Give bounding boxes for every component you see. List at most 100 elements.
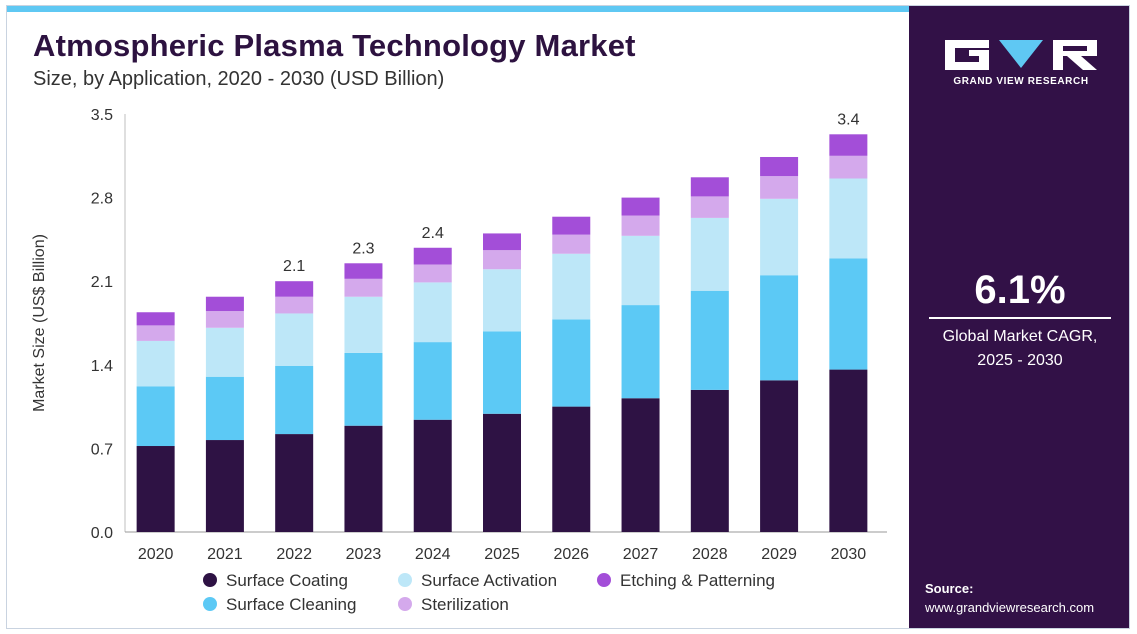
cagr-label: Global Market CAGR, 2025 - 2030: [909, 325, 1129, 373]
x-tick-label: 2027: [623, 546, 659, 563]
bar-surface-coating-2023: [344, 425, 383, 532]
bar-surface-cleaning-2025: [483, 331, 521, 414]
x-tick-label: 2026: [553, 546, 589, 563]
total-label-2023: 2.3: [352, 240, 374, 257]
bar-etching-and-patterning-2021: [205, 296, 244, 312]
bar-surface-activation-2022: [275, 313, 314, 366]
bar-surface-cleaning-2026: [552, 319, 591, 407]
x-tick-label: 2028: [692, 546, 728, 563]
bar-surface-cleaning-2027: [621, 305, 660, 399]
cagr-label-line1: Global Market CAGR,: [942, 328, 1098, 345]
bar-etching-and-patterning-2023: [344, 263, 383, 279]
bar-sterilization-2023: [344, 278, 383, 297]
total-label-2022: 2.1: [283, 258, 305, 275]
bar-etching-and-patterning-2024: [413, 247, 452, 265]
legend-label-sterilization: Sterilization: [421, 595, 509, 614]
bar-surface-cleaning-2029: [760, 275, 799, 381]
bar-etching-and-patterning-2028: [690, 177, 729, 197]
bar-surface-coating-2025: [483, 413, 521, 532]
bar-surface-coating-2028: [690, 389, 729, 532]
cagr-value: 6.1%: [974, 268, 1066, 312]
bar-sterilization-2029: [760, 176, 799, 199]
bar-surface-activation-2021: [205, 327, 244, 377]
brand-logo: GRAND VIEW RESEARCH: [943, 36, 1099, 92]
bar-surface-cleaning-2022: [275, 365, 314, 435]
infographic-frame: Atmospheric Plasma Technology Market Siz…: [6, 5, 1130, 629]
source-url[interactable]: www.grandviewresearch.com: [925, 600, 1095, 615]
bar-surface-cleaning-2020: [136, 386, 175, 447]
bar-etching-and-patterning-2025: [483, 233, 521, 251]
y-tick-label: 2.1: [91, 274, 113, 291]
brand-logo-icon: [945, 40, 1097, 70]
bar-surface-coating-2020: [136, 446, 175, 532]
bar-surface-activation-2020: [136, 340, 175, 387]
bar-surface-coating-2022: [275, 434, 314, 532]
bar-surface-activation-2028: [690, 217, 729, 291]
bar-sterilization-2025: [483, 250, 521, 270]
bar-surface-cleaning-2023: [344, 352, 383, 426]
bar-sterilization-2026: [552, 234, 591, 254]
legend-label-surface-coating: Surface Coating: [226, 571, 348, 590]
x-tick-label: 2020: [138, 546, 174, 563]
bar-etching-and-patterning-2030: [829, 134, 868, 156]
x-tick-label: 2021: [207, 546, 243, 563]
bar-surface-activation-2030: [829, 178, 868, 259]
cagr-divider: [929, 317, 1111, 319]
legend-label-surface-activation: Surface Activation: [421, 571, 557, 590]
x-tick-label: 2025: [484, 546, 520, 563]
bar-surface-coating-2024: [413, 419, 452, 532]
bar-surface-cleaning-2021: [205, 376, 244, 441]
bar-etching-and-patterning-2029: [760, 156, 799, 177]
bar-sterilization-2021: [205, 311, 244, 328]
brand-name: GRAND VIEW RESEARCH: [953, 76, 1089, 87]
bar-etching-and-patterning-2026: [552, 216, 591, 235]
bar-sterilization-2027: [621, 215, 660, 236]
legend-marker-sterilization: [398, 597, 412, 611]
x-tick-label: 2030: [831, 546, 867, 563]
bar-surface-activation-2026: [552, 253, 591, 320]
y-tick-label: 1.4: [91, 358, 113, 375]
y-axis-label: Market Size (US$ Billion): [31, 234, 48, 412]
cagr-label-line2: 2025 - 2030: [977, 352, 1063, 369]
source-title: Source:: [925, 581, 974, 596]
total-label-2030: 3.4: [837, 111, 859, 128]
legend-marker-surface-cleaning: [203, 597, 217, 611]
legend-label-surface-cleaning: Surface Cleaning: [226, 595, 356, 614]
page-title: Atmospheric Plasma Technology Market: [33, 28, 636, 63]
total-label-2024: 2.4: [422, 225, 444, 242]
bar-sterilization-2022: [275, 296, 314, 314]
bar-surface-coating-2030: [829, 369, 868, 532]
bar-surface-activation-2024: [413, 282, 452, 343]
y-tick-label: 0.7: [91, 441, 113, 458]
legend-marker-surface-coating: [203, 573, 217, 587]
bar-surface-activation-2023: [344, 296, 383, 353]
side-panel: GRAND VIEW RESEARCH 6.1% Global Market C…: [909, 6, 1129, 628]
bar-etching-and-patterning-2027: [621, 197, 660, 216]
stacked-bar-chart: 0.0 0.7 1.4 2.1 2.8 3.5 Market Size (US$ Billi…: [31, 107, 887, 614]
y-tick-label: 0.0: [91, 525, 113, 542]
bar-surface-coating-2027: [621, 398, 660, 532]
bar-surface-cleaning-2028: [690, 290, 729, 390]
x-tick-label: 2029: [761, 546, 797, 563]
y-tick-label: 2.8: [91, 191, 113, 208]
bar-surface-activation-2027: [621, 235, 660, 306]
bar-etching-and-patterning-2022: [275, 281, 314, 297]
legend-marker-surface-activation: [398, 573, 412, 587]
bar-surface-cleaning-2024: [413, 342, 452, 420]
bar-surface-activation-2025: [483, 269, 521, 332]
bar-etching-and-patterning-2020: [136, 312, 175, 326]
bar-surface-coating-2021: [205, 440, 244, 532]
bar-surface-cleaning-2030: [829, 258, 868, 370]
bar-sterilization-2028: [690, 196, 729, 218]
x-tick-label: 2022: [276, 546, 312, 563]
y-tick-label: 3.5: [91, 107, 113, 124]
page-subtitle: Size, by Application, 2020 - 2030 (USD B…: [33, 68, 445, 90]
bar-surface-coating-2029: [760, 380, 799, 532]
legend-label-etching-and-patterning: Etching & Patterning: [620, 571, 775, 590]
x-tick-label: 2023: [346, 546, 382, 563]
bar-sterilization-2030: [829, 155, 868, 179]
x-tick-label: 2024: [415, 546, 451, 563]
top-accent-bar: [7, 6, 909, 12]
bar-sterilization-2024: [413, 264, 452, 283]
bar-surface-coating-2026: [552, 406, 591, 532]
